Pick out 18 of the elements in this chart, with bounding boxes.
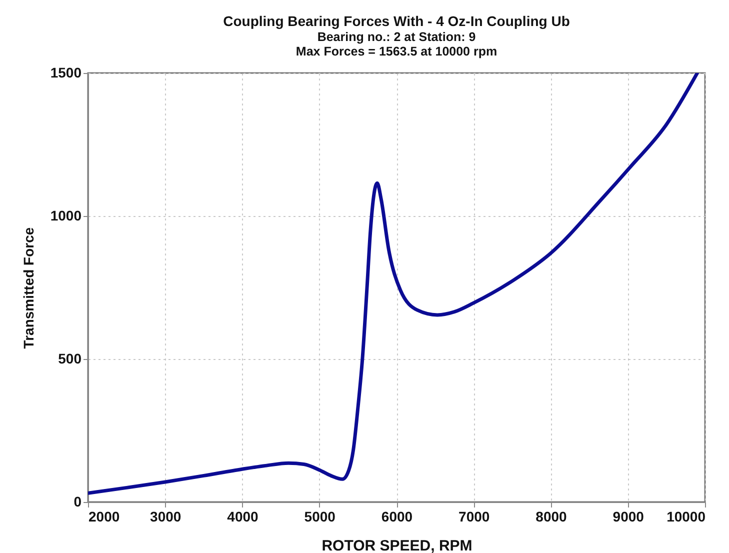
y-tick-label: 1000	[50, 208, 82, 224]
line-series	[88, 73, 700, 495]
x-tick-label: 3000	[150, 508, 182, 524]
x-tick-label: 5000	[304, 508, 336, 524]
chart-title: Coupling Bearing Forces With - 4 Oz-In Coupling Ub	[223, 13, 570, 29]
x-tick-label: 8000	[536, 508, 568, 524]
x-tick-label: 4000	[227, 508, 259, 524]
y-tick-label: 500	[58, 350, 82, 366]
y-tick-label: 0	[74, 494, 82, 510]
x-axis-title: ROTOR SPEED, RPM	[322, 538, 472, 553]
y-axis-title: Transmitted Force	[20, 227, 36, 349]
y-tick-label: 1500	[50, 64, 82, 80]
x-tick-label: 9000	[612, 508, 644, 524]
x-tick-label: 10000	[666, 508, 706, 524]
x-tick-label: 6000	[381, 508, 413, 524]
x-tick-label: 7000	[458, 508, 490, 524]
chart-subtitle: Bearing no.: 2 at Station: 9 Max Forces = 1563.5 at 10000 rpm	[296, 30, 498, 58]
x-tick-label: 2000	[88, 508, 120, 524]
